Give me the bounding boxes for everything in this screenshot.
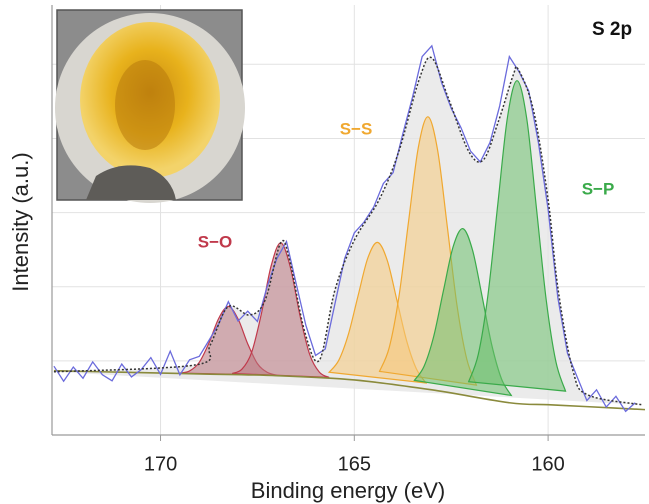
raw-data-line: [53, 44, 636, 413]
inset-photo: [55, 9, 245, 203]
plot-area: [53, 44, 645, 413]
x-axis-title: Binding energy (eV): [251, 478, 445, 503]
background-line: [53, 369, 645, 411]
x-tick-label: 165: [338, 453, 371, 475]
inset-tweezers: [86, 165, 176, 200]
peak-label: S−P: [582, 179, 615, 198]
peak-label: S−O: [198, 232, 233, 251]
x-ticks: 170 165 160: [144, 435, 565, 475]
x-tick-label: 160: [531, 453, 564, 475]
peak-label: S−S: [340, 119, 373, 138]
spectrum-label: S 2p: [592, 19, 632, 40]
y-axis-title: Intensity (a.u.): [8, 152, 33, 291]
component-peak: [467, 80, 567, 392]
inset-sample-core: [115, 60, 175, 150]
x-tick-label: 170: [144, 453, 177, 475]
